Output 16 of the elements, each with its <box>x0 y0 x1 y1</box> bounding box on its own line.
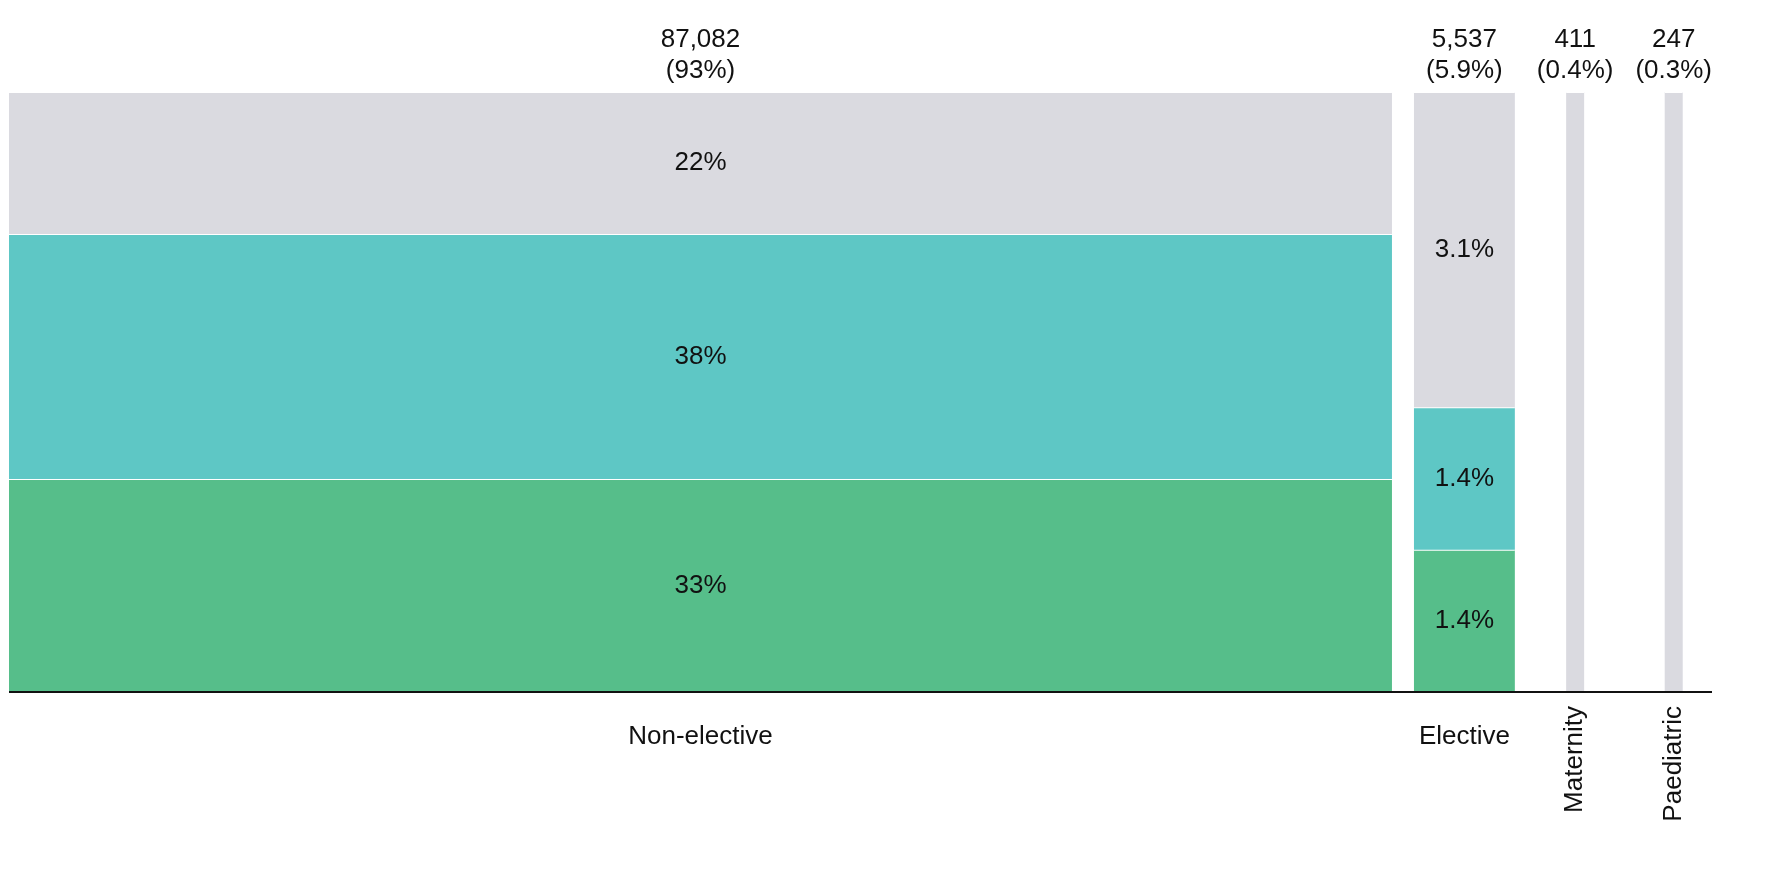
category-label: Maternity <box>1558 706 1589 813</box>
text: 247 <box>1652 23 1696 53</box>
category-label: Non-elective <box>628 720 773 751</box>
data-label: (0.3%) <box>1635 54 1712 84</box>
text: 5,537 (5.9%) <box>1426 23 1503 84</box>
category-label: Paediatric <box>1656 706 1687 822</box>
category-label: Elective <box>1418 720 1510 751</box>
data-label: 22% <box>674 146 727 177</box>
data-label: 38% <box>674 339 727 370</box>
data-label: 1.4% <box>1434 603 1495 634</box>
text: 411 <box>1554 23 1596 53</box>
data-label: 3.1% <box>1434 232 1495 263</box>
data-label: 33% <box>674 568 727 599</box>
data-label: (0.4%) <box>1536 54 1614 84</box>
text: 87,082 (93%) <box>660 23 741 84</box>
data-label: 1.4% <box>1434 461 1495 492</box>
